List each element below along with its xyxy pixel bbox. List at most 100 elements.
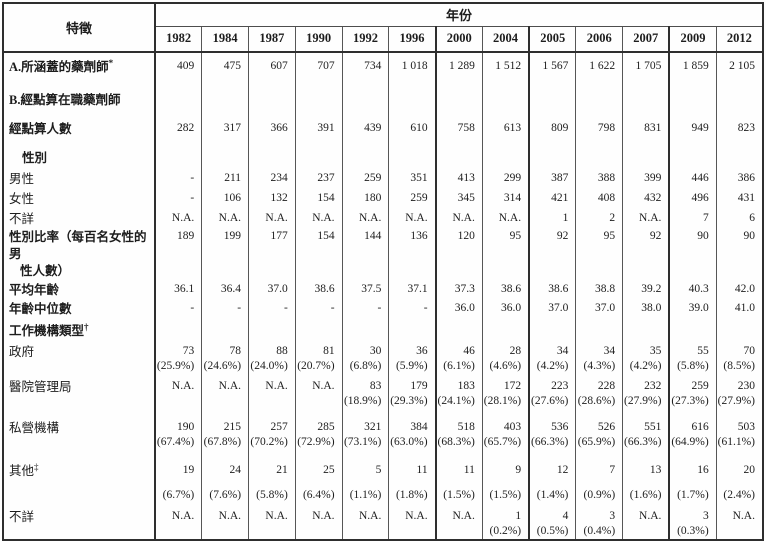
value-covered-2012: 2 105 [729,59,755,72]
cell-sex-ratio-2005: 92 [528,227,576,280]
cell-enumerated-2005: 809 [528,116,576,146]
value-median-age-2012: 41.0 [734,301,755,314]
cell-sex-unknown-2000: N.A. [434,208,483,228]
row-label-hospital-authority: 醫院管理局 [9,379,72,394]
cell-median-age-1990: - [294,298,343,318]
cell-female-1987: 132 [248,188,296,209]
cell-private-2004: 403 (65.7%) [481,417,530,461]
percentage-private-2005: (66.3%) [531,435,569,448]
value-sex-unknown-2000: N.A. [452,211,475,224]
cell-others-1990: 25 (6.4%) [294,460,343,507]
value-government-1992: 30 [369,344,382,357]
value-enumerated-1996: 610 [410,121,428,134]
value-enumerated-1990: 391 [317,121,335,134]
cell-male-1984: 211 [201,168,249,189]
row-covered: A.所涵蓋的藥劑師* 409 475 607 707 734 1 018 1 289 1 512… [3,51,763,86]
value-female-1992: 180 [364,191,382,204]
cell-others-1984: 24 (7.6%) [201,460,249,507]
year-header-1996: 1996 [388,26,436,53]
value-sex-unknown-2007: N.A. [639,211,662,224]
value-enumerated-1992: 439 [364,121,382,134]
value-female-2012: 431 [737,191,755,204]
row-label-mean-age: 平均年齡 [9,283,60,297]
value-male-1990: 237 [317,171,335,184]
cell-enumerated-1992: 439 [341,116,389,146]
cell-median-age-2000: 36.0 [434,298,483,318]
row-label-org-type: 工作機構類型† [9,321,89,338]
cell-working-2004 [481,85,530,117]
cell-mean-age-2006: 38.8 [575,280,623,299]
cell-mean-age-2000: 37.3 [434,280,483,299]
value-private-1992: 321 [364,420,382,433]
percentage-private-1996: (63.0%) [390,435,428,448]
cell-female-1992: 180 [341,188,389,209]
cell-private-2000: 518 (68.3%) [434,417,483,461]
cell-others-2005: 12 (1.4%) [528,460,576,507]
value-others-2004: 9 [515,463,522,476]
cell-private-2012: 503 (61.1%) [715,417,763,461]
cell-working-1987 [248,85,296,117]
row-hospital-authority: 醫院管理局 N.A. N.A. N.A. N.A. 83 (18.9%) 179 (29.3%)… [3,376,763,418]
cell-sex-section-2007 [622,145,670,169]
value-covered-1982: 409 [177,59,195,72]
cell-government-2012: 70 (8.5%) [715,341,763,377]
value-others-2000: 11 [463,463,475,476]
cell-hospital-authority-2009: 259 (27.3%) [668,376,717,418]
value-enumerated-2006: 798 [597,121,616,134]
cell-government-1987: 88 (24.0%) [248,341,296,377]
value-others-2006: 7 [609,463,616,476]
cell-others-2006: 7 (0.9%) [575,460,623,507]
percentage-hospital-authority-2009: (27.3%) [671,394,709,407]
percentage-government-2004: (4.6%) [489,359,522,372]
cell-mean-age-1990: 38.6 [294,280,343,299]
cell-private-1992: 321 (73.1%) [341,417,389,461]
cell-median-age-2006: 37.0 [575,298,623,318]
cell-male-2004: 299 [481,168,530,189]
row-org-type: 工作機構類型† [3,317,763,342]
row-label-sex-ratio: 性別比率（每百名女性的男 性人數） [3,227,155,280]
value-unknown-org-2004: 1 [515,509,522,522]
cell-unknown-org-1996: N.A. [388,506,436,540]
cell-org-type-1990 [294,317,343,342]
cell-working-1984 [201,85,249,117]
cell-sex-ratio-2009: 90 [668,227,717,280]
cell-female-2009: 496 [668,188,717,209]
cell-female-1984: 106 [201,188,249,209]
percentage-government-2012: (8.5%) [723,359,755,372]
row-others: 其他‡ 19 (6.7%) 24 (7.6%) 21 (5.8%) 25 (6.4%) 5 (1.1… [3,460,763,507]
cell-mean-age-2004: 38.6 [481,280,530,299]
percentage-hospital-authority-1996: (29.3%) [390,394,428,407]
cell-unknown-org-1982: N.A. [154,506,202,540]
value-hospital-authority-2004: 172 [503,379,522,392]
cell-enumerated-2006: 798 [575,116,623,146]
value-others-1990: 25 [323,463,335,476]
cell-unknown-org-2006: 3 (0.4%) [575,506,623,540]
cell-others-1996: 11 (1.8%) [388,460,436,507]
percentage-others-2005: (1.4%) [536,488,569,501]
cell-sex-ratio-1990: 154 [294,227,343,280]
percentage-others-1982: (6.7%) [162,488,195,501]
value-female-2007: 432 [644,191,662,204]
percentage-unknown-org-2004: (0.2%) [489,524,522,537]
value-median-age-2000: 36.0 [454,301,475,314]
row-mean-age: 平均年齡 36.1 36.4 37.0 38.6 37.5 37.1 37.3 38.6 38.6… [3,280,763,299]
cell-others-1987: 21 (5.8%) [248,460,296,507]
cell-private-1990: 285 (72.9%) [294,417,343,461]
value-male-2000: 413 [457,171,475,184]
row-label-others: 其他‡ [9,461,39,478]
percentage-government-1982: (25.9%) [156,359,195,372]
value-enumerated-2007: 831 [644,121,662,134]
value-female-2004: 314 [503,191,522,204]
percentage-unknown-org-2005: (0.5%) [536,524,569,537]
row-label-line2-sex-ratio: 性人數） [20,264,71,279]
value-enumerated-2000: 758 [457,121,475,134]
value-unknown-org-1996: N.A. [405,509,428,522]
value-others-1992: 5 [375,463,382,476]
row-label-covered: A.所涵蓋的藥劑師* [9,57,114,74]
cell-sex-section-2006 [575,145,623,169]
value-others-1996: 11 [416,463,428,476]
cell-sex-section-1984 [201,145,249,169]
value-government-2004: 28 [509,344,522,357]
cell-sex-ratio-1984: 199 [201,227,249,280]
